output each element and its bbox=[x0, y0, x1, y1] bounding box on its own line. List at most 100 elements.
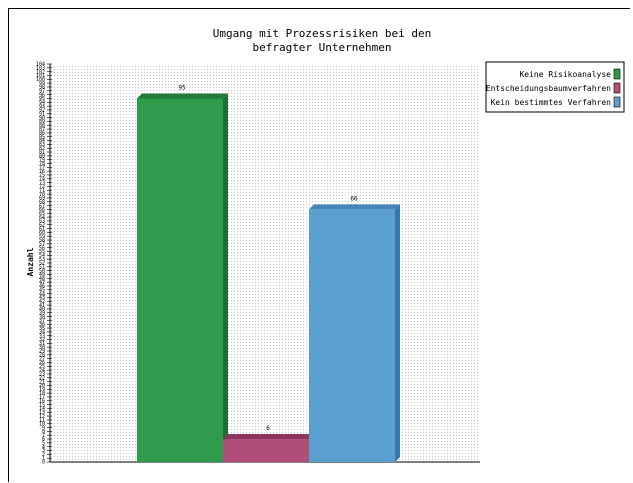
chart-title-line-1: Umgang mit Prozessrisiken bei den bbox=[213, 27, 432, 40]
y-tick-label: 54 bbox=[39, 253, 45, 259]
data-label: 95 bbox=[178, 84, 186, 91]
y-tick-label: 15 bbox=[39, 402, 45, 408]
y-axis-ticks: 0123456789101112131415161718192021222324… bbox=[36, 62, 52, 466]
y-tick-label: 56 bbox=[39, 245, 45, 251]
y-tick-label: 36 bbox=[39, 322, 45, 328]
data-label: 66 bbox=[350, 195, 358, 202]
y-tick-label: 51 bbox=[39, 265, 45, 271]
y-tick-label: 99 bbox=[39, 81, 45, 87]
y-tick-label: 21 bbox=[39, 379, 45, 385]
legend-swatch bbox=[613, 82, 621, 94]
grid-background bbox=[50, 64, 480, 462]
y-tick-label: 0 bbox=[42, 460, 45, 466]
chart-title-line-2: befragter Unternehmen bbox=[252, 41, 391, 54]
y-tick-label: 82 bbox=[39, 146, 45, 152]
y-tick-label: 84 bbox=[39, 138, 45, 144]
y-tick-label: 14 bbox=[39, 406, 45, 412]
chart-frame bbox=[8, 8, 630, 482]
y-tick-label: 71 bbox=[39, 188, 45, 194]
y-tick-label: 25 bbox=[39, 364, 45, 370]
y-tick-label: 75 bbox=[39, 173, 45, 179]
y-tick-label: 78 bbox=[39, 161, 45, 167]
bar-top bbox=[309, 204, 400, 210]
y-tick-label: 16 bbox=[39, 398, 45, 404]
y-tick-label: 39 bbox=[39, 310, 45, 316]
y-tick-label: 23 bbox=[39, 372, 45, 378]
legend-label: Entscheidungsbaumverfahren bbox=[486, 84, 611, 93]
legend-box bbox=[485, 61, 625, 113]
legend-label: Keine Risikoanalyse bbox=[519, 70, 611, 79]
y-tick-label: 35 bbox=[39, 326, 45, 332]
y-tick-label: 102 bbox=[36, 69, 45, 75]
y-tick-label: 81 bbox=[39, 150, 45, 156]
y-tick-label: 2 bbox=[42, 452, 45, 458]
y-tick-label: 76 bbox=[39, 169, 45, 175]
y-tick-label: 17 bbox=[39, 395, 45, 401]
y-tick-label: 48 bbox=[39, 276, 45, 282]
y-tick-label: 100 bbox=[36, 77, 45, 83]
y-tick-label: 87 bbox=[39, 127, 45, 133]
y-tick-label: 31 bbox=[39, 341, 45, 347]
y-tick-label: 55 bbox=[39, 249, 45, 255]
y-tick-label: 97 bbox=[39, 88, 45, 94]
y-tick-label: 28 bbox=[39, 353, 45, 359]
bar-side bbox=[223, 93, 228, 462]
y-tick-label: 91 bbox=[39, 111, 45, 117]
y-tick-label: 37 bbox=[39, 318, 45, 324]
y-tick-label: 93 bbox=[39, 104, 45, 110]
y-tick-label: 98 bbox=[39, 85, 45, 91]
y-tick-label: 62 bbox=[39, 222, 45, 228]
y-tick-label: 103 bbox=[36, 66, 45, 72]
y-tick-label: 77 bbox=[39, 165, 45, 171]
y-tick-label: 12 bbox=[39, 414, 45, 420]
y-tick-label: 86 bbox=[39, 131, 45, 137]
y-tick-label: 20 bbox=[39, 383, 45, 389]
y-tick-label: 50 bbox=[39, 268, 45, 274]
y-tick-label: 49 bbox=[39, 272, 45, 278]
y-tick-label: 26 bbox=[39, 360, 45, 366]
bar bbox=[137, 98, 223, 462]
bar bbox=[309, 209, 395, 462]
y-tick-label: 72 bbox=[39, 184, 45, 190]
y-tick-label: 32 bbox=[39, 337, 45, 343]
y-tick-label: 59 bbox=[39, 234, 45, 240]
y-tick-label: 19 bbox=[39, 387, 45, 393]
y-tick-label: 44 bbox=[39, 291, 45, 297]
y-tick-label: 85 bbox=[39, 134, 45, 140]
y-tick-label: 61 bbox=[39, 226, 45, 232]
y-tick-label: 30 bbox=[39, 345, 45, 351]
y-tick-label: 11 bbox=[39, 418, 45, 424]
y-tick-label: 88 bbox=[39, 123, 45, 129]
y-tick-label: 96 bbox=[39, 92, 45, 98]
y-tick-label: 70 bbox=[39, 192, 45, 198]
bar-top bbox=[137, 93, 228, 99]
bar-top bbox=[223, 434, 314, 440]
y-tick-label: 58 bbox=[39, 238, 45, 244]
y-axis-label: Anzahl bbox=[26, 247, 35, 276]
y-tick-label: 43 bbox=[39, 295, 45, 301]
y-tick-label: 104 bbox=[36, 62, 45, 68]
y-tick-label: 66 bbox=[39, 207, 45, 213]
y-tick-label: 64 bbox=[39, 215, 45, 221]
y-tick-label: 5 bbox=[42, 441, 45, 447]
y-tick-label: 42 bbox=[39, 299, 45, 305]
y-tick-label: 94 bbox=[39, 100, 45, 106]
y-tick-label: 41 bbox=[39, 303, 45, 309]
y-tick-label: 24 bbox=[39, 368, 45, 374]
legend-swatch bbox=[613, 68, 621, 80]
y-tick-label: 34 bbox=[39, 330, 45, 336]
y-tick-label: 10 bbox=[39, 421, 45, 427]
y-tick-label: 65 bbox=[39, 211, 45, 217]
y-tick-label: 95 bbox=[39, 96, 45, 102]
y-tick-label: 69 bbox=[39, 196, 45, 202]
y-tick-label: 57 bbox=[39, 242, 45, 248]
y-tick-label: 7 bbox=[42, 433, 45, 439]
y-tick-label: 79 bbox=[39, 157, 45, 163]
y-tick-label: 27 bbox=[39, 356, 45, 362]
y-tick-label: 8 bbox=[42, 429, 45, 435]
plot-area bbox=[49, 64, 480, 463]
bar bbox=[223, 439, 309, 462]
y-tick-label: 40 bbox=[39, 307, 45, 313]
